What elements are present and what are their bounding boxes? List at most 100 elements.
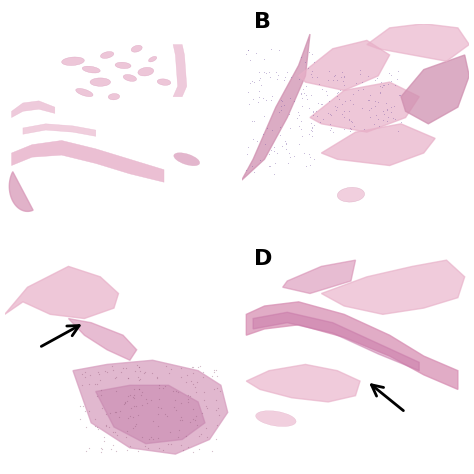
Point: [125, 374, 132, 382]
Point: [322, 87, 330, 95]
Point: [391, 102, 398, 109]
Point: [184, 395, 192, 403]
Point: [145, 444, 152, 452]
Point: [177, 441, 185, 449]
Point: [249, 135, 257, 143]
Point: [365, 96, 373, 104]
Polygon shape: [242, 34, 310, 180]
Point: [366, 113, 374, 121]
Point: [347, 117, 355, 125]
Point: [382, 99, 389, 107]
Point: [349, 91, 356, 98]
Point: [373, 74, 380, 82]
Point: [248, 163, 255, 170]
Point: [121, 399, 129, 406]
Point: [182, 432, 190, 440]
Point: [383, 106, 391, 113]
Point: [129, 393, 137, 401]
Point: [273, 149, 281, 156]
Point: [307, 127, 314, 134]
Point: [358, 78, 366, 85]
Ellipse shape: [148, 56, 157, 62]
Point: [200, 388, 208, 395]
Point: [194, 363, 202, 370]
Point: [325, 109, 332, 117]
Point: [340, 72, 347, 79]
Point: [276, 123, 283, 131]
Point: [102, 410, 109, 418]
Point: [126, 391, 133, 399]
Point: [188, 363, 196, 370]
Point: [283, 139, 290, 147]
Point: [387, 77, 394, 85]
Point: [376, 82, 383, 90]
Point: [136, 367, 144, 375]
Point: [191, 383, 198, 391]
Point: [213, 421, 220, 428]
Point: [109, 441, 117, 449]
Polygon shape: [401, 55, 469, 124]
Polygon shape: [96, 385, 205, 444]
Point: [296, 111, 303, 118]
Point: [310, 58, 318, 66]
Point: [291, 152, 298, 160]
Point: [283, 68, 291, 76]
Point: [325, 97, 333, 105]
Point: [155, 395, 163, 403]
Point: [376, 89, 383, 97]
Point: [255, 69, 263, 76]
Point: [263, 69, 270, 77]
Point: [208, 372, 216, 380]
Point: [112, 447, 120, 455]
Point: [309, 124, 316, 132]
Point: [93, 423, 101, 431]
Point: [270, 170, 278, 178]
Point: [120, 401, 128, 408]
Point: [365, 106, 373, 114]
Point: [340, 125, 347, 133]
Point: [329, 128, 337, 136]
Point: [397, 118, 405, 126]
Point: [346, 117, 353, 124]
Point: [175, 426, 183, 434]
Point: [134, 373, 141, 380]
Point: [297, 54, 305, 61]
Point: [308, 123, 316, 131]
Point: [305, 130, 312, 138]
Polygon shape: [253, 312, 419, 371]
Point: [331, 102, 339, 109]
Point: [154, 410, 161, 418]
Point: [189, 380, 197, 388]
Point: [99, 445, 106, 453]
Point: [374, 98, 382, 106]
Point: [165, 370, 173, 377]
Point: [307, 70, 314, 78]
Point: [183, 372, 191, 379]
Point: [184, 444, 191, 451]
Point: [177, 413, 185, 421]
Point: [307, 161, 314, 169]
Point: [118, 368, 125, 375]
Point: [93, 381, 100, 388]
Point: [111, 374, 119, 382]
Point: [336, 86, 344, 94]
Point: [95, 371, 102, 378]
Point: [112, 373, 119, 381]
Point: [315, 80, 323, 88]
Point: [103, 368, 110, 375]
Point: [123, 428, 130, 435]
Point: [250, 117, 258, 125]
Point: [270, 144, 277, 151]
Point: [100, 438, 108, 445]
Polygon shape: [246, 302, 458, 390]
Point: [286, 94, 294, 102]
Point: [163, 362, 170, 369]
Point: [252, 49, 260, 57]
Point: [179, 416, 186, 423]
Point: [111, 408, 118, 416]
Point: [112, 428, 119, 436]
Point: [316, 118, 323, 126]
Point: [171, 396, 179, 403]
Point: [328, 125, 335, 132]
Point: [102, 421, 110, 428]
